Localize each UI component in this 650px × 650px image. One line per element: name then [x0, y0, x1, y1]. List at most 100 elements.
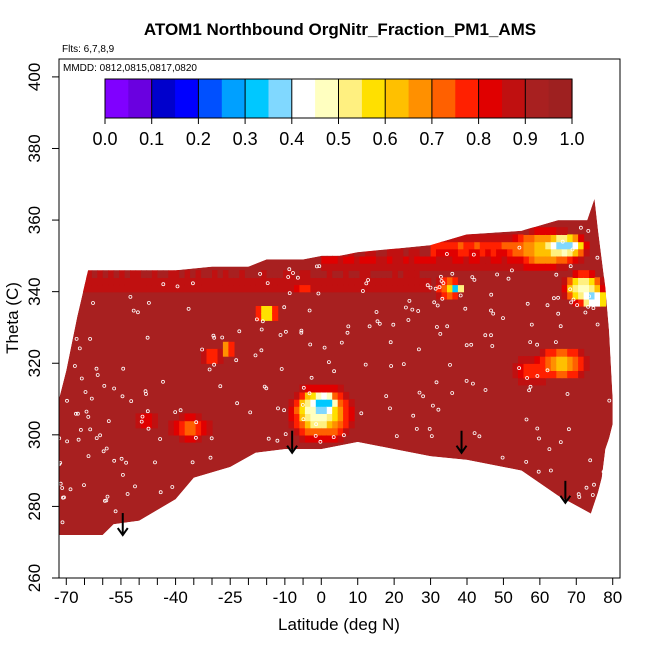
sample-marker: [146, 300, 151, 305]
heatmap-cell: [507, 234, 514, 243]
heatmap-cell: [501, 263, 508, 271]
sample-marker: [158, 490, 163, 495]
heatmap-cell: [255, 284, 262, 293]
sample-marker: [366, 278, 371, 282]
heatmap-cell: [315, 399, 322, 407]
sample-marker: [389, 364, 394, 368]
heatmap-cell: [359, 248, 366, 257]
heatmap-cell: [326, 413, 333, 422]
heatmap-cell: [337, 270, 344, 278]
heatmap-cell: [261, 313, 268, 321]
heatmap-cell: [310, 413, 317, 422]
heatmap-cell: [332, 399, 339, 407]
colorbar-swatch: [291, 79, 316, 118]
heatmap-cell: [534, 363, 541, 371]
heatmap-cell: [578, 277, 585, 286]
heatmap-cell: [567, 255, 574, 264]
heatmap-cell: [343, 263, 350, 271]
colorbar-tick-label: 0.4: [279, 129, 304, 149]
heatmap-cell: [168, 270, 175, 278]
colorbar-swatch: [502, 79, 526, 118]
colorbar-tick-label: 0.5: [326, 129, 351, 149]
heatmap-cell: [561, 363, 568, 371]
heatmap-cell: [130, 284, 137, 293]
heatmap-cell: [190, 413, 197, 422]
heatmap-cell: [490, 248, 497, 257]
sample-marker: [445, 324, 450, 329]
heatmap-cell: [447, 248, 454, 257]
heatmap-cell: [294, 284, 301, 293]
heatmap-cell: [501, 248, 508, 257]
heatmap-cell: [261, 306, 268, 314]
heatmap-cell: [332, 413, 339, 422]
heatmap-cell: [534, 241, 541, 250]
chart-subtitle: Flts: 6,7,8,9: [62, 44, 115, 55]
sample-marker: [568, 264, 573, 269]
x-tick-label: -40: [163, 588, 188, 607]
heatmap-cell: [294, 277, 301, 286]
heatmap-cell: [80, 284, 87, 293]
heatmap-cell: [184, 413, 191, 422]
heatmap-cell: [419, 248, 426, 257]
heatmap-cell: [348, 406, 355, 414]
heatmap-cell: [195, 277, 202, 286]
heatmap-cell: [567, 241, 574, 250]
heatmap-cell: [507, 263, 514, 271]
heatmap-cell: [266, 270, 273, 278]
heatmap-cell: [337, 420, 344, 429]
heatmap-cell: [539, 234, 546, 243]
heatmap-cell: [386, 277, 393, 286]
x-tick-label: 20: [385, 588, 404, 607]
heatmap-cell: [321, 270, 328, 278]
heatmap-cell: [561, 241, 568, 250]
heatmap-cell: [463, 241, 470, 250]
heatmap-cell: [518, 241, 525, 250]
colorbar-swatch: [245, 79, 269, 118]
heatmap-cell: [414, 255, 421, 264]
heatmap-cell: [381, 263, 388, 271]
heatmap-cell: [436, 263, 443, 271]
sample-marker: [220, 335, 225, 340]
sample-marker: [129, 399, 134, 404]
heatmap-cell: [550, 255, 557, 264]
heatmap-cell: [244, 277, 251, 286]
heatmap-cell: [337, 406, 344, 414]
sample-marker: [438, 274, 443, 279]
heatmap-cell: [151, 277, 158, 286]
sample-marker: [178, 408, 183, 413]
heatmap-cell: [80, 277, 87, 286]
heatmap-cell: [397, 284, 404, 293]
heatmap-cell: [485, 263, 492, 271]
heatmap-cell: [457, 248, 464, 257]
sample-marker: [82, 483, 86, 488]
heatmap-cell: [518, 370, 525, 379]
sample-marker: [60, 486, 65, 490]
heatmap-cell: [539, 241, 546, 250]
heatmap-cell: [507, 241, 514, 250]
heatmap-cell: [425, 263, 432, 271]
heatmap-cell: [283, 284, 290, 293]
heatmap-cell: [572, 348, 579, 357]
heatmap-cell: [523, 263, 530, 271]
heatmap-cell: [583, 270, 590, 278]
sample-marker: [94, 366, 99, 371]
heatmap-cell: [567, 356, 574, 364]
heatmap-cell: [528, 227, 535, 235]
y-tick-label: 280: [25, 492, 44, 520]
sample-marker: [425, 283, 430, 288]
heatmap-cell: [135, 413, 142, 422]
sample-marker: [212, 362, 217, 367]
colorbar-tick-label: 0.6: [373, 129, 398, 149]
heatmap-cell: [572, 291, 579, 300]
heatmap-cell: [397, 255, 404, 264]
heatmap-cell: [507, 363, 514, 371]
heatmap-cell: [343, 413, 350, 422]
sample-marker: [528, 340, 533, 345]
heatmap-cell: [408, 263, 415, 271]
sample-marker: [265, 281, 270, 286]
sample-marker: [299, 328, 304, 333]
heatmap-cell: [447, 241, 454, 250]
heatmap-cell: [266, 277, 273, 286]
sample-marker: [583, 310, 588, 315]
sample-marker: [124, 460, 128, 465]
